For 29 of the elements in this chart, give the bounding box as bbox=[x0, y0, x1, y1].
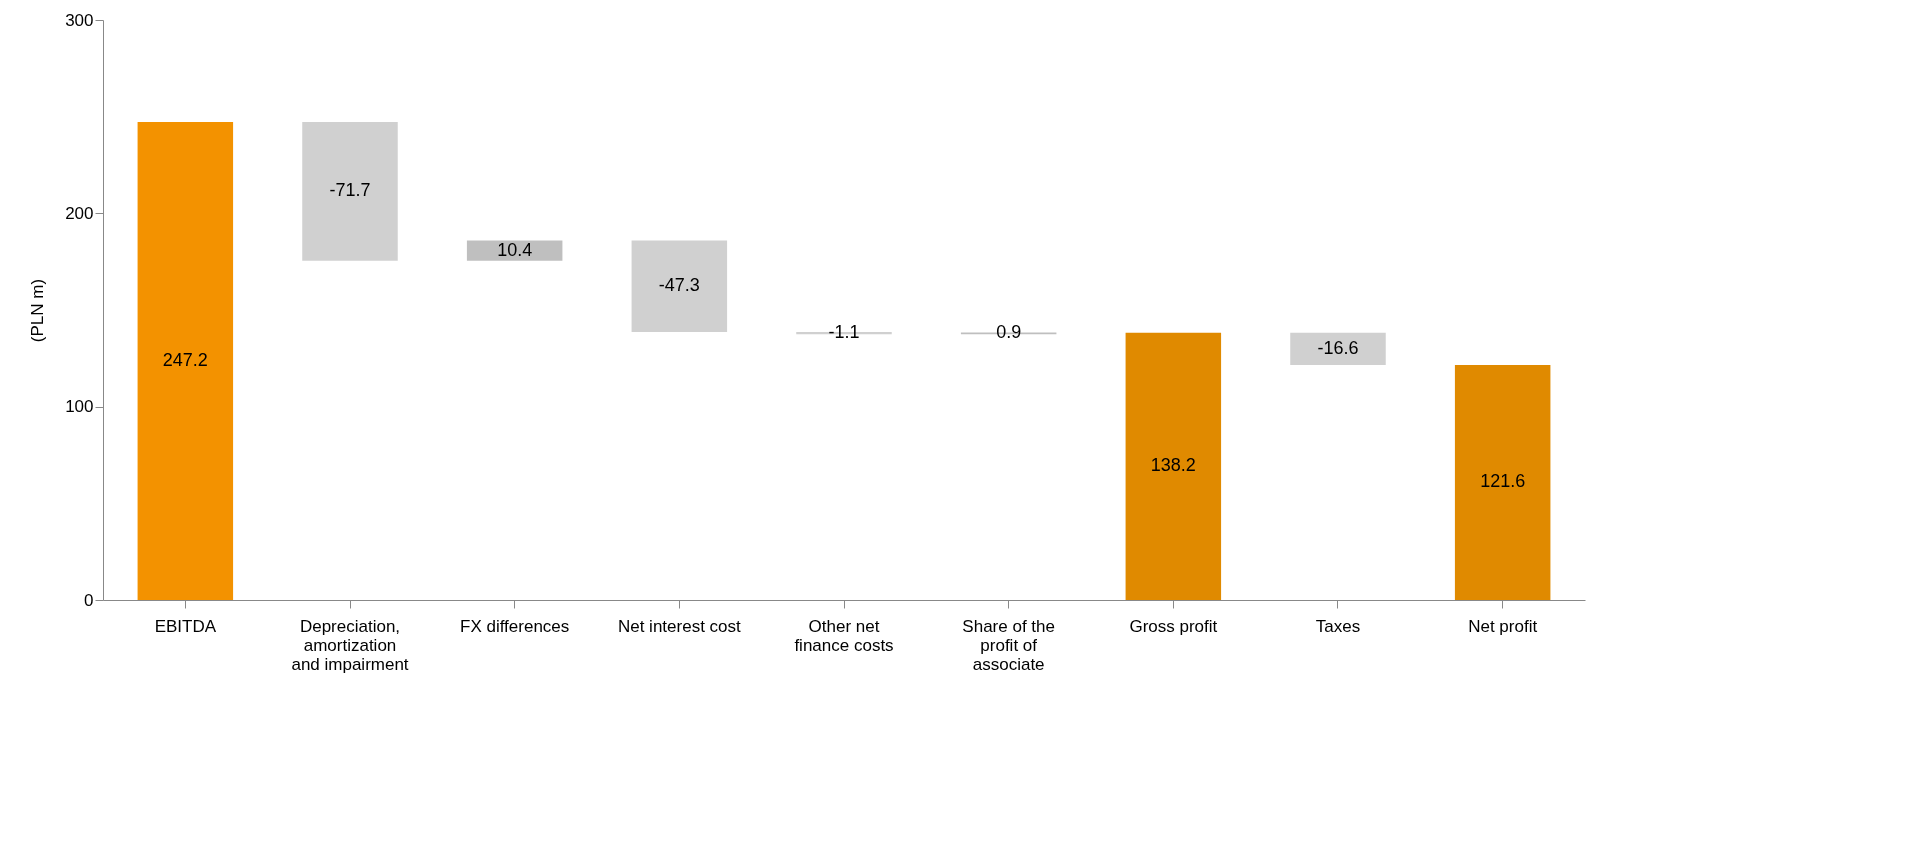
bar bbox=[1290, 332, 1386, 365]
y-tick-label: 200 bbox=[65, 203, 94, 223]
x-tick-label: Share of the profit of associate bbox=[962, 616, 1055, 674]
data-label: -47.3 bbox=[658, 275, 700, 296]
data-label: 0.9 bbox=[996, 322, 1022, 343]
data-label: -1.1 bbox=[828, 322, 860, 343]
bar bbox=[137, 122, 234, 600]
x-tick-label: EBITDA bbox=[154, 616, 217, 636]
x-tick-label: Depreciation, amortization and impairment bbox=[291, 616, 409, 674]
data-label: 10.4 bbox=[497, 239, 533, 260]
data-label: 121.6 bbox=[1480, 471, 1526, 492]
bar bbox=[631, 240, 728, 333]
y-tick-label: 100 bbox=[65, 397, 94, 417]
x-tick-label: Other net finance costs bbox=[794, 616, 894, 655]
bar bbox=[1454, 364, 1551, 600]
data-label: 247.2 bbox=[162, 350, 208, 371]
data-label: -16.6 bbox=[1317, 337, 1359, 358]
x-tick-label: Net interest cost bbox=[617, 616, 742, 636]
y-tick-label: 300 bbox=[65, 10, 94, 30]
bar bbox=[302, 122, 398, 261]
x-tick-label: Net profit bbox=[1468, 616, 1538, 636]
x-tick-label: Gross profit bbox=[1129, 616, 1218, 636]
x-tick-label: Taxes bbox=[1315, 616, 1361, 636]
x-tick-label: FX differences bbox=[460, 616, 570, 636]
data-label: 138.2 bbox=[1150, 455, 1196, 476]
data-label: -71.7 bbox=[329, 180, 371, 201]
y-tick-label: 0 bbox=[84, 590, 94, 610]
y-axis-title: (PLN m) bbox=[28, 278, 48, 343]
bar bbox=[1125, 332, 1222, 600]
